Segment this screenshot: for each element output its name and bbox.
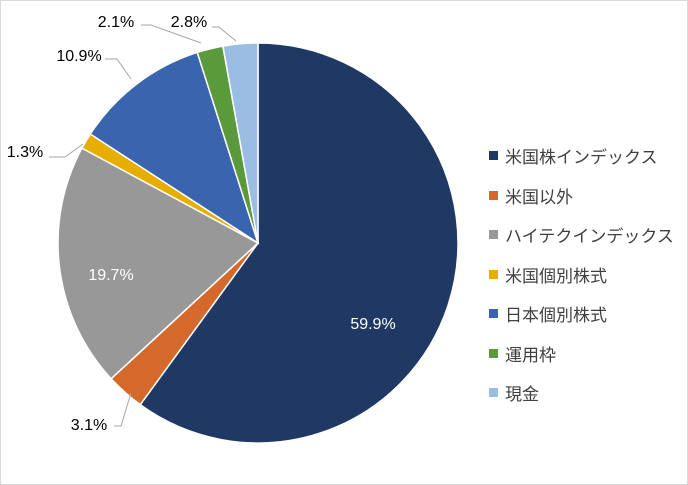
data-label: 10.9% [56, 48, 102, 65]
legend-swatch [489, 230, 498, 240]
legend-label: 運用枠 [505, 345, 556, 365]
pie-slice [57, 147, 260, 380]
legend-label: 現金 [505, 385, 539, 405]
legend-label: 米国株インデックス [505, 148, 658, 168]
legend-swatch [489, 388, 498, 398]
legend-item: 現金 [489, 373, 674, 413]
data-label: 59.9% [350, 316, 396, 333]
legend-swatch [489, 348, 498, 358]
pie-slice [89, 51, 260, 245]
leader-line [141, 24, 202, 44]
data-label: 1.3% [6, 144, 44, 161]
legend-item: 米国株インデックス [489, 136, 674, 176]
legend-swatch [489, 269, 498, 279]
pie-slice [139, 42, 459, 444]
data-label: 2.8% [170, 14, 208, 31]
legend-label: 米国個別株式 [505, 266, 607, 286]
data-label: 3.1% [70, 417, 108, 434]
legend-swatch [489, 309, 498, 319]
legend-label: ハイテクインデックス [505, 227, 674, 247]
legend-item: 運用枠 [489, 334, 674, 374]
legend-item: 日本個別株式 [489, 294, 674, 334]
legend-swatch [489, 151, 498, 161]
leader-line [212, 26, 237, 42]
pie-slice [222, 42, 259, 244]
data-label: 19.7% [88, 267, 134, 284]
leader-line [49, 143, 84, 158]
legend-label: 米国以外 [505, 187, 573, 207]
leader-line [105, 58, 132, 80]
legend-swatch [489, 190, 498, 200]
data-label: 2.1% [97, 14, 135, 31]
legend-label: 日本個別株式 [505, 306, 607, 326]
legend-item: 米国以外 [489, 176, 674, 216]
legend: 米国株インデックス 米国以外ハイテクインデックス 米国個別株式 日本個別株式 運用枠現金 [489, 136, 674, 413]
legend-item: ハイテクインデックス [489, 215, 674, 255]
legend-item: 米国個別株式 [489, 255, 674, 295]
leader-line [114, 392, 132, 427]
